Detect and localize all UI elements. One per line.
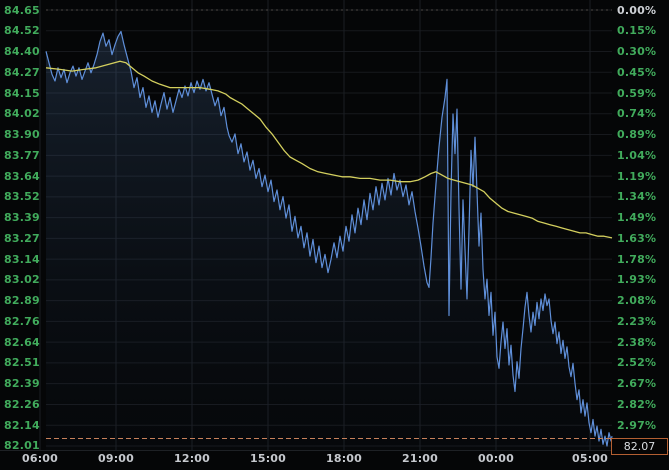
time-axis-label: 00:00 bbox=[477, 452, 514, 465]
percent-axis-label: 0.15% bbox=[617, 24, 657, 38]
percent-axis-label: 0.74% bbox=[617, 107, 657, 121]
price-chart-svg[interactable] bbox=[0, 0, 669, 450]
price-axis-label: 82.89 bbox=[4, 294, 40, 308]
percent-axis-label: 0.00% bbox=[617, 3, 657, 17]
price-axis-label: 82.14 bbox=[4, 418, 40, 432]
price-area-fill bbox=[46, 31, 612, 450]
time-axis-label: 15:00 bbox=[249, 452, 286, 465]
last-price-badge: 82.07 bbox=[611, 438, 668, 455]
percent-axis-label: 1.04% bbox=[617, 148, 657, 162]
price-axis-label: 84.52 bbox=[4, 24, 40, 38]
percent-axis-label: 0.59% bbox=[617, 86, 657, 100]
time-axis-label: 09:00 bbox=[97, 452, 134, 465]
percent-axis-label: 2.38% bbox=[617, 335, 657, 349]
percent-axis-label: 1.49% bbox=[617, 211, 657, 225]
percent-axis-label: 2.97% bbox=[617, 418, 657, 432]
price-axis-label: 82.39 bbox=[4, 377, 40, 391]
price-axis-label: 83.64 bbox=[4, 169, 40, 183]
percent-axis-label: 1.78% bbox=[617, 252, 657, 266]
time-axis-label: 21:00 bbox=[401, 452, 438, 465]
price-axis-label: 83.27 bbox=[4, 231, 40, 245]
time-axis-label: 06:00 bbox=[21, 452, 58, 465]
price-axis-label: 83.52 bbox=[4, 190, 40, 204]
price-axis-label: 82.51 bbox=[4, 356, 40, 370]
time-axis bbox=[0, 450, 669, 470]
percent-axis-label: 0.45% bbox=[617, 65, 657, 79]
price-axis-label: 82.26 bbox=[4, 397, 40, 411]
price-axis-label: 82.76 bbox=[4, 314, 40, 328]
moving-average-line bbox=[45, 60, 613, 239]
percent-axis-label: 2.82% bbox=[617, 397, 657, 411]
price-line bbox=[45, 30, 613, 447]
price-axis-label: 84.27 bbox=[4, 65, 40, 79]
percent-axis-label: 2.52% bbox=[617, 356, 657, 370]
price-axis-label: 82.64 bbox=[4, 335, 40, 349]
percent-axis-label: 0.89% bbox=[617, 128, 657, 142]
percent-axis-label: 1.34% bbox=[617, 190, 657, 204]
price-axis-label: 84.65 bbox=[4, 3, 40, 17]
price-axis-label: 84.02 bbox=[4, 107, 40, 121]
percent-axis-label: 2.67% bbox=[617, 377, 657, 391]
percent-axis-label: 1.93% bbox=[617, 273, 657, 287]
time-axis-label: 05:00 bbox=[571, 452, 608, 465]
price-axis-label: 83.77 bbox=[4, 148, 40, 162]
price-axis-label: 83.02 bbox=[4, 273, 40, 287]
price-axis-label: 84.40 bbox=[4, 45, 40, 59]
percent-axis-label: 1.63% bbox=[617, 231, 657, 245]
price-axis-label: 83.14 bbox=[4, 252, 40, 266]
percent-axis-label: 2.23% bbox=[617, 314, 657, 328]
time-axis-label: 18:00 bbox=[325, 452, 362, 465]
price-axis-label: 84.15 bbox=[4, 86, 40, 100]
price-axis-label: 83.90 bbox=[4, 128, 40, 142]
percent-axis-label: 2.08% bbox=[617, 294, 657, 308]
price-axis-label: 83.39 bbox=[4, 211, 40, 225]
percent-axis-label: 0.30% bbox=[617, 45, 657, 59]
price-axis-label: 82.01 bbox=[4, 439, 40, 453]
time-axis-label: 12:00 bbox=[173, 452, 210, 465]
percent-axis-label: 1.19% bbox=[617, 169, 657, 183]
